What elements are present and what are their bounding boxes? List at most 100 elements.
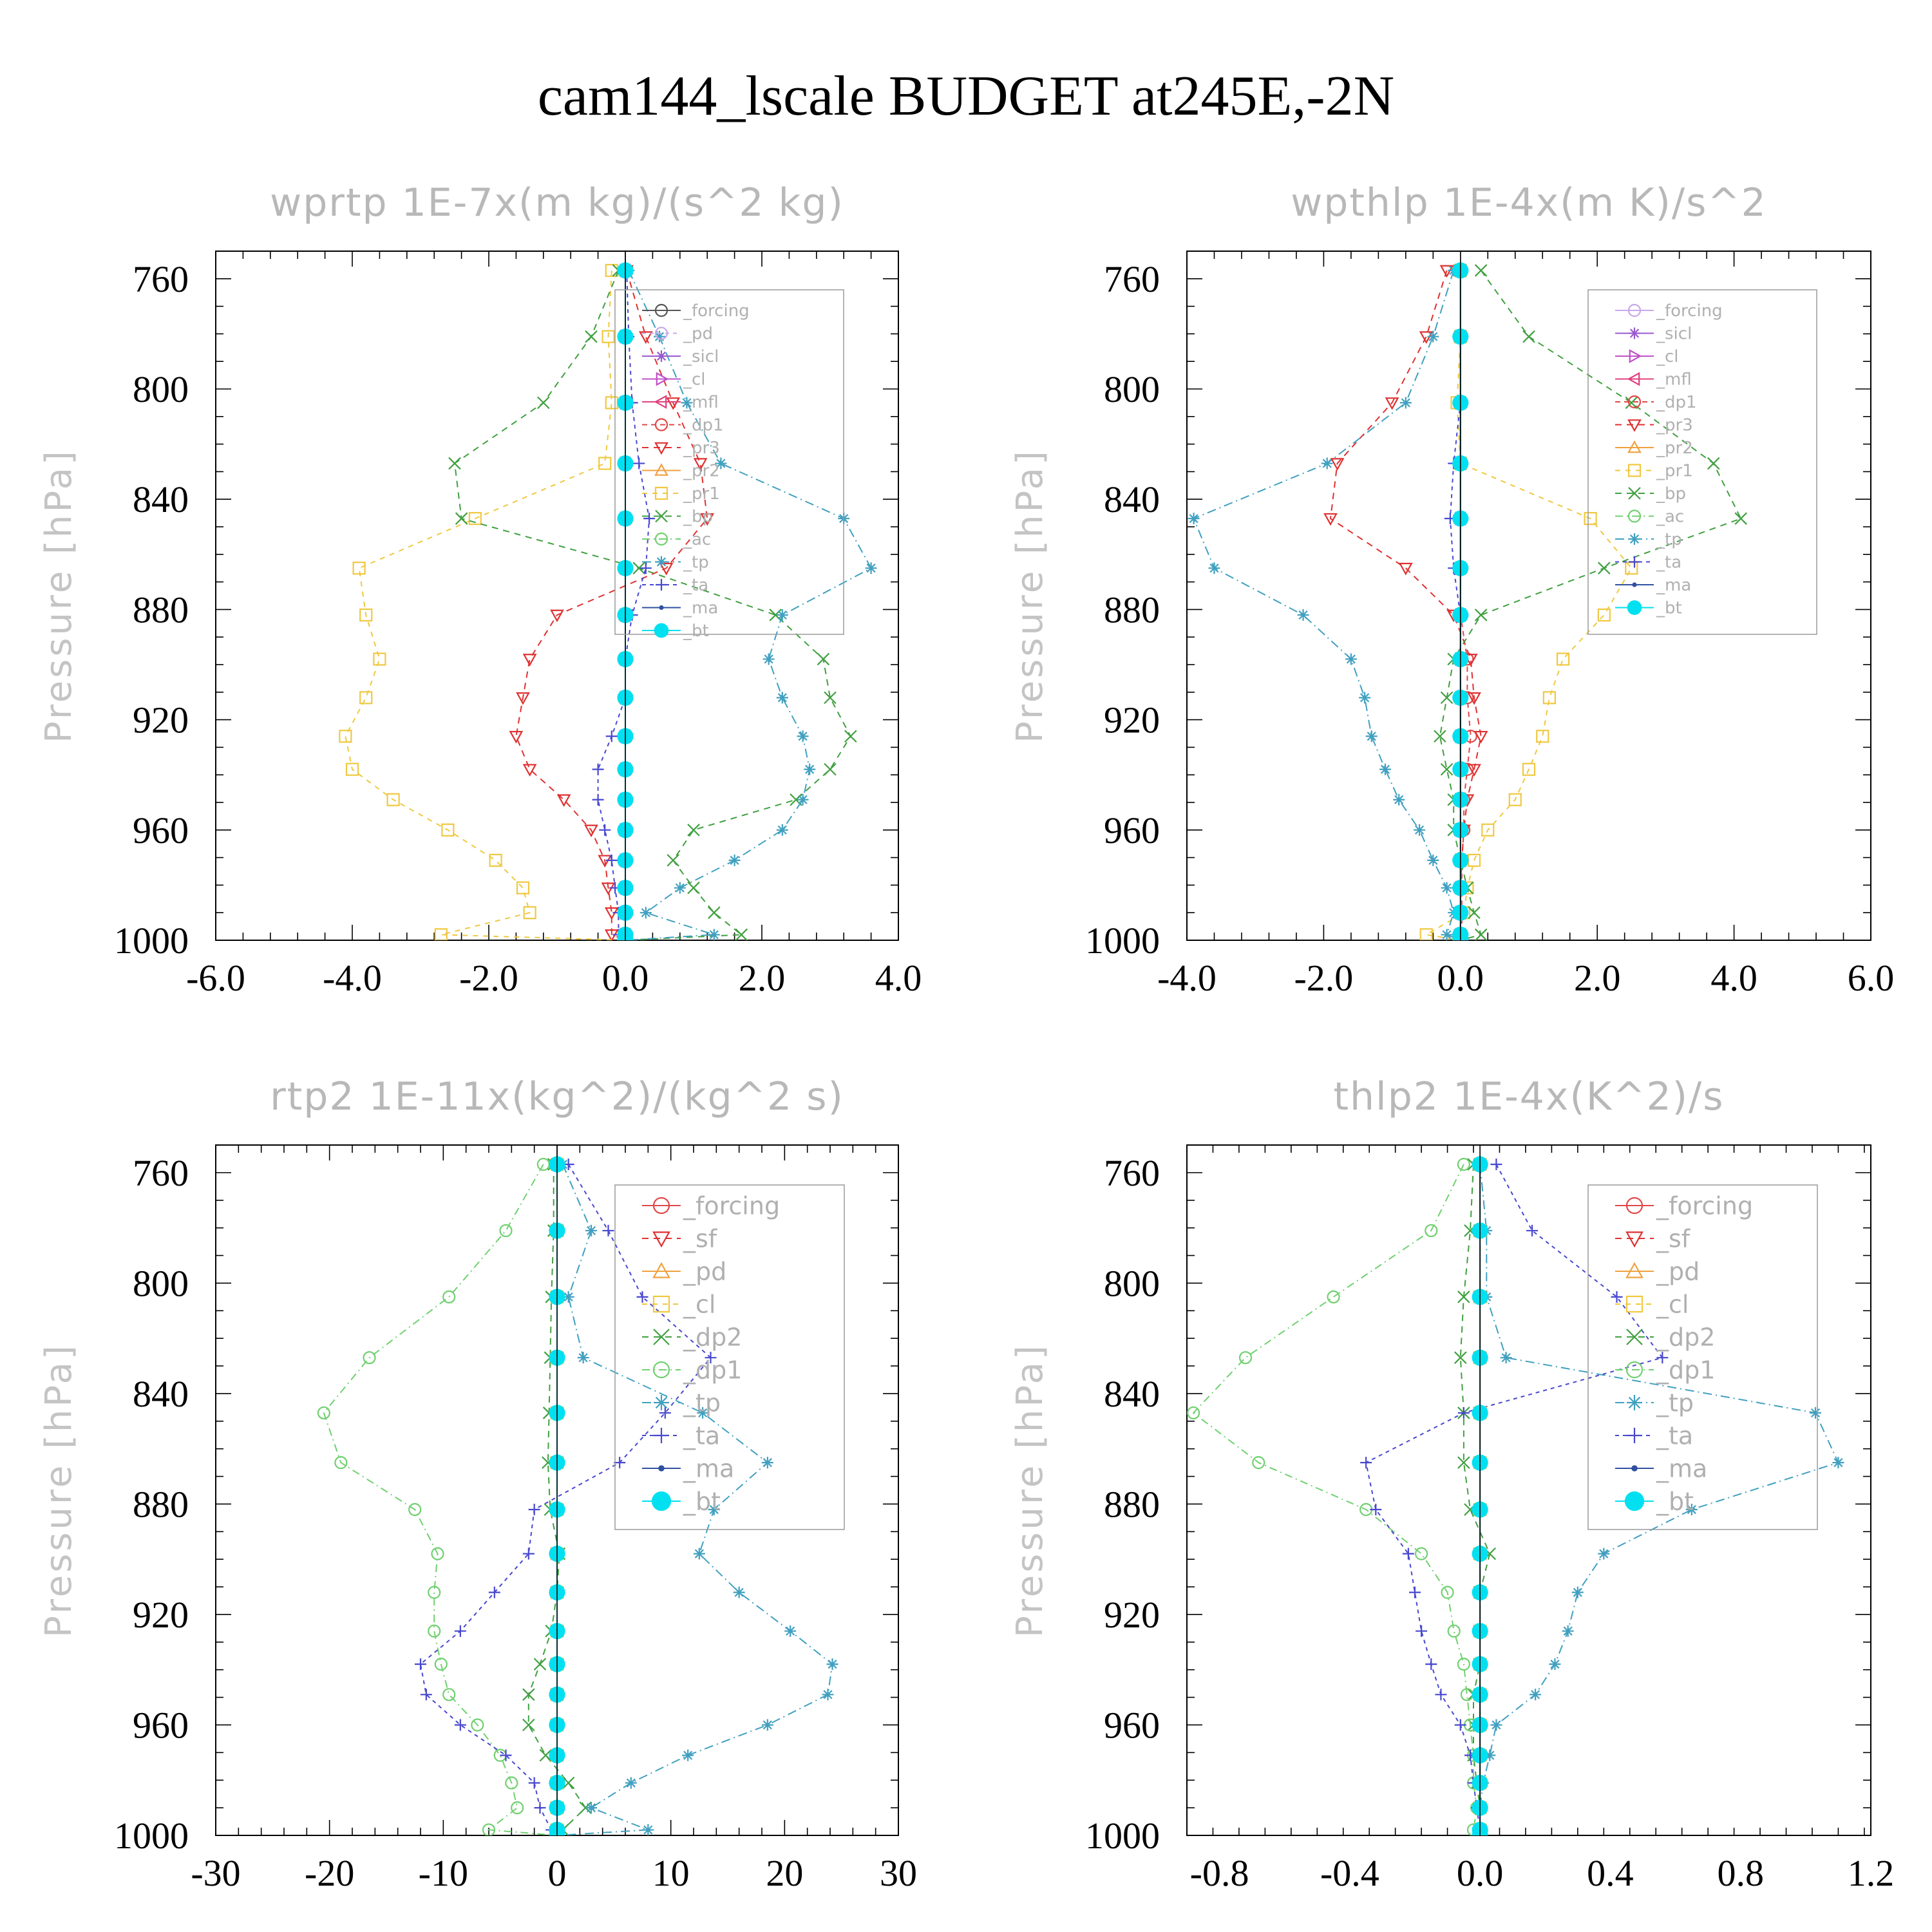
series-group — [317, 1156, 838, 1835]
data-point-bp — [585, 330, 598, 343]
data-point-dp1 — [1252, 1456, 1265, 1470]
y-tick-label: 920 — [133, 699, 189, 741]
legend-marker — [1627, 419, 1642, 432]
data-point-dp1 — [482, 1823, 496, 1835]
data-point-ta — [1425, 1658, 1437, 1671]
data-point-ta — [1370, 1504, 1382, 1516]
legend-label: _pr3 — [1656, 416, 1693, 435]
data-point-tp — [708, 929, 720, 940]
data-point-pr1 — [1542, 691, 1556, 705]
legend-marker — [654, 532, 668, 546]
data-point-tp — [1549, 1658, 1561, 1671]
legend-label: _bt — [1656, 1487, 1694, 1515]
legend-marker — [1624, 1491, 1645, 1511]
legend-marker — [654, 1395, 669, 1410]
y-tick-label: 1000 — [114, 1815, 189, 1857]
y-tick-label: 920 — [1104, 1594, 1160, 1636]
figure-title: cam144_lscale BUDGET at245E,-2N — [538, 65, 1394, 128]
data-point-dp2 — [533, 1658, 547, 1671]
x-tick-label: -4.0 — [323, 957, 382, 999]
legend-label: _sf — [683, 1224, 718, 1253]
data-point-bp — [1598, 562, 1611, 574]
y-axis-label: Pressure [hPa] — [1009, 448, 1051, 743]
legend-label: _dp1 — [1656, 393, 1697, 412]
data-point-dp1 — [428, 1586, 441, 1599]
data-point-bp — [1474, 928, 1488, 940]
y-tick-label: 800 — [133, 1262, 189, 1304]
data-point-tp — [728, 854, 741, 866]
data-point-ta — [1490, 1159, 1502, 1171]
data-point-tp — [1598, 1548, 1610, 1560]
legend-marker — [659, 605, 664, 611]
data-point-tp — [1500, 1352, 1512, 1364]
series-line-dp2 — [527, 1164, 587, 1835]
data-point-ta — [528, 1777, 540, 1789]
data-point-bp — [667, 854, 679, 867]
data-point-tp — [822, 1689, 834, 1701]
legend-label: _dp1 — [683, 1356, 742, 1384]
y-tick-label: 880 — [133, 589, 189, 630]
y-tick-label: 1000 — [114, 920, 189, 961]
data-point-tp — [797, 793, 809, 806]
legend-label: _bp — [683, 507, 713, 527]
series-line-tp — [556, 1164, 833, 1835]
data-point-tp — [1379, 763, 1391, 775]
series-line-pr1 — [345, 270, 626, 940]
y-tick-label: 840 — [1104, 478, 1160, 520]
data-point-dp1 — [1425, 1224, 1438, 1238]
data-point-ta — [1656, 1352, 1669, 1364]
legend-label: _ta — [1656, 553, 1681, 573]
series-group — [339, 262, 877, 940]
data-point-tp — [1208, 562, 1220, 574]
legend-label: _tp — [683, 553, 709, 573]
data-point-pr3 — [1398, 562, 1413, 576]
data-point-tp — [654, 330, 665, 343]
y-axis-label: Pressure [hPa] — [1009, 1343, 1051, 1638]
series-line-bp — [453, 270, 851, 940]
x-tick-label: -2.0 — [459, 957, 518, 999]
y-tick-label: 800 — [1104, 1262, 1160, 1304]
data-point-tp — [804, 763, 816, 775]
legend-label: _ma — [683, 599, 718, 618]
data-point-tp — [761, 1719, 773, 1731]
series-line-dp2 — [1459, 1164, 1491, 1835]
x-tick-label: -0.8 — [1190, 1852, 1249, 1894]
y-tick-label: 840 — [1104, 1373, 1160, 1415]
data-point-ta — [636, 1291, 649, 1303]
data-point-pr3 — [1467, 764, 1481, 777]
data-point-ta — [605, 730, 618, 743]
data-point-dp1 — [1327, 1290, 1340, 1303]
data-point-tp — [776, 692, 788, 704]
series-group — [1187, 1156, 1844, 1835]
legend-label: _ta — [1656, 1421, 1693, 1450]
legend-label: _cl — [1656, 347, 1679, 366]
data-point-bp — [1440, 691, 1454, 705]
data-point-ta — [534, 1802, 546, 1814]
x-tick-label: 0.0 — [602, 957, 649, 999]
data-point-pr3 — [1467, 692, 1481, 705]
data-point-tp — [642, 1824, 654, 1835]
data-point-pr1 — [345, 762, 359, 776]
data-point-tp — [826, 1658, 838, 1671]
legend-marker — [654, 442, 668, 455]
data-point-tp — [1571, 1586, 1584, 1598]
data-point-pr3 — [522, 764, 537, 777]
data-point-tp — [577, 1352, 589, 1364]
data-point-tp — [1393, 793, 1405, 806]
legend-marker — [1626, 1329, 1643, 1345]
data-point-tp — [1297, 609, 1309, 621]
data-point-pr1 — [1536, 730, 1549, 743]
data-point-tp — [1427, 854, 1439, 866]
data-point-ta — [643, 513, 656, 525]
data-point-tp — [585, 1802, 597, 1814]
y-tick-label: 1000 — [1085, 920, 1160, 961]
data-point-pr1 — [516, 881, 530, 895]
data-point-pr1 — [441, 823, 455, 837]
data-point-tp — [1345, 653, 1357, 665]
data-point-bp — [632, 562, 645, 574]
legend-marker — [655, 509, 668, 523]
data-point-tp — [693, 1548, 705, 1560]
data-point-bp — [1440, 762, 1454, 776]
series-line-ta — [1365, 1164, 1663, 1835]
data-point-dp2 — [1457, 1291, 1470, 1303]
